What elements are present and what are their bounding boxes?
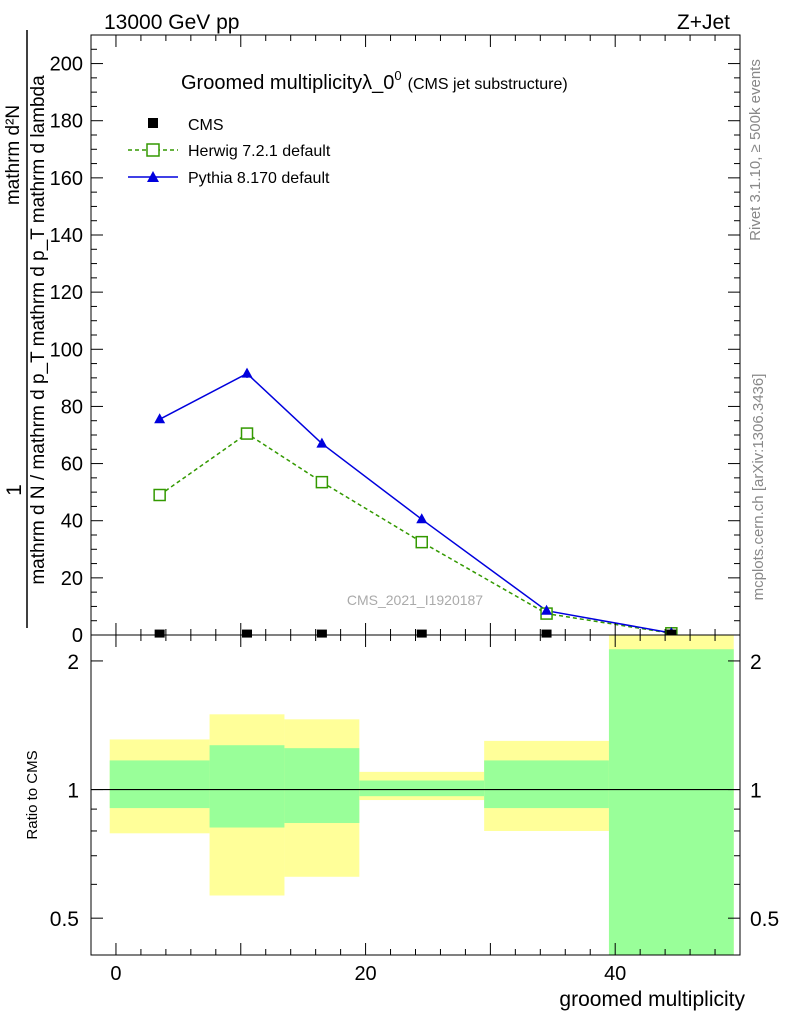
ylabel-denominator: mathrm d N / mathrm d p_T mathrm d p_T m…: [28, 75, 49, 585]
pythia-point: [154, 413, 166, 424]
main-panel: 0 20 40 60 80 100 120 140 160 180 200 Groomed mult…: [3, 30, 741, 647]
pythia-point: [541, 604, 553, 615]
main-ytick-label: 120: [50, 282, 83, 304]
ratio-ytick-label: 1: [67, 780, 79, 803]
legend: CMS Herwig 7.2.1 default Pythia 8.170 de…: [128, 117, 331, 187]
herwig-line: [159, 432, 672, 635]
pythia-point: [241, 367, 253, 378]
cms-point: [316, 629, 327, 638]
main-ytick-label: 200: [50, 54, 83, 76]
legend-cms-marker: [148, 118, 158, 128]
pythia-point: [416, 513, 428, 524]
ratio-band-inner: [209, 745, 285, 828]
legend-herwig-label: Herwig 7.2.1 default: [188, 143, 331, 160]
ratio-ytick-label-right: 0.5: [750, 908, 779, 931]
pythia-point: [316, 437, 328, 448]
legend-pythia-marker: [147, 171, 159, 182]
herwig-point: [153, 488, 166, 502]
herwig-point: [240, 427, 254, 440]
main-ytick-label: 20: [61, 568, 83, 590]
energy-label: 13000 GeV pp: [104, 11, 239, 34]
mcplots-label: mcplots.cern.ch [arXiv:1306.3436]: [750, 374, 767, 601]
ratio-band-inner: [109, 760, 210, 809]
ratio-band-inner: [608, 649, 734, 955]
ylabel-numerator: mathrm d²N: [3, 105, 24, 205]
main-ytick-label: 160: [50, 168, 83, 190]
cms-point: [666, 629, 677, 638]
legend-cms-label: CMS: [188, 117, 224, 134]
main-ytick-label: 100: [50, 339, 83, 361]
ratio-band-inner: [359, 780, 485, 797]
ratio-ylabel: Ratio to CMS: [24, 750, 41, 839]
ratio-xtick-label: 20: [354, 963, 376, 985]
main-ytick-label: 140: [50, 225, 83, 247]
cms-point: [416, 629, 427, 638]
ylabel-prefix: 1: [3, 484, 26, 496]
rivet-label: Rivet 3.1.10, ≥ 500k events: [747, 59, 764, 241]
main-ytick-label: 60: [61, 454, 83, 476]
main-ytick-label: 80: [61, 396, 83, 418]
ratio-ytick-label: 2: [67, 651, 79, 674]
ratio-ytick-label: 0.5: [50, 908, 79, 931]
herwig-point: [415, 535, 428, 549]
main-ytick-label: 180: [50, 111, 83, 133]
process-label: Z+Jet: [677, 11, 730, 34]
x-axis-label: groomed multiplicity: [559, 988, 745, 1011]
ratio-ytick-label-right: 2: [750, 651, 762, 674]
ratio-xtick-label: 40: [604, 963, 626, 985]
cms-point: [541, 629, 552, 638]
ratio-ytick-label-right: 1: [750, 780, 762, 803]
pythia-line: [159, 372, 672, 634]
ratio-panel: 0.5 0.51 12 20 20 40 Ratio to CMS groomed mul…: [24, 634, 779, 1011]
main-ytick-label: 40: [61, 511, 83, 533]
ratio-band-inner: [484, 760, 609, 809]
legend-herwig-marker: [146, 143, 160, 157]
main-ytick-label: 0: [72, 625, 83, 647]
main-title: Groomed multiplicityλ_00(CMS jet substru…: [181, 68, 568, 94]
ratio-band-inner: [284, 748, 360, 824]
ratio-xtick-label: 0: [110, 963, 121, 985]
watermark: CMS_2021_I1920187: [347, 592, 483, 608]
herwig-point: [315, 475, 329, 489]
cms-point: [242, 629, 253, 638]
cms-point: [154, 629, 165, 638]
legend-pythia-label: Pythia 8.170 default: [188, 170, 330, 187]
main-ylabel: 1 mathrm d²N mathrm d N / mathrm d p_T m…: [3, 30, 49, 628]
